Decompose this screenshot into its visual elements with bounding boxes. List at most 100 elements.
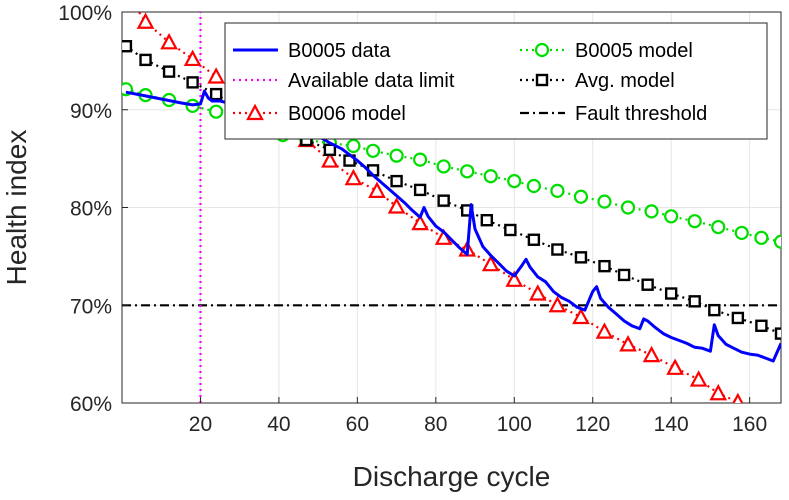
series-line-avg-model xyxy=(125,45,781,335)
data-point-b0006-model xyxy=(321,151,339,168)
data-point-b0006-model xyxy=(481,254,500,272)
legend-label: B0005 data xyxy=(288,40,391,62)
data-point-b0006-model xyxy=(505,270,524,287)
y-tick-label: 90% xyxy=(70,100,112,123)
series-line-b0006-model xyxy=(137,12,739,403)
y-tick-label: 100% xyxy=(58,2,112,25)
data-point-b0006-model xyxy=(136,12,155,29)
legend-marker xyxy=(246,103,264,121)
data-point-b0006-model xyxy=(572,307,590,325)
data-point-avg-model xyxy=(774,327,781,340)
data-point-avg-model xyxy=(122,40,133,53)
legend-entry-b0006-model: B0006 model xyxy=(233,103,406,125)
data-point-b0005-model xyxy=(365,143,381,158)
x-tick-label: 100 xyxy=(497,413,532,436)
legend-label: B0005 model xyxy=(575,40,693,62)
data-point-avg-model xyxy=(731,311,745,325)
data-point-b0005-model xyxy=(436,159,451,174)
data-point-b0006-model xyxy=(709,383,728,401)
x-tick-label: 40 xyxy=(267,413,290,436)
data-point-avg-model xyxy=(323,143,337,157)
legend-label: Avg. model xyxy=(575,70,675,92)
data-point-b0005-model xyxy=(209,104,224,119)
data-point-b0006-model xyxy=(411,213,429,231)
data-point-b0006-model xyxy=(160,32,178,50)
data-point-avg-model xyxy=(598,259,611,273)
data-point-avg-model xyxy=(708,303,721,317)
y-tick-label: 80% xyxy=(70,198,112,221)
data-point-b0005-model xyxy=(711,219,726,235)
data-point-b0005-model xyxy=(526,178,541,194)
data-point-b0005-model xyxy=(597,194,612,209)
data-point-avg-model xyxy=(162,65,176,78)
data-point-b0005-model xyxy=(483,169,498,184)
data-point-b0005-model xyxy=(687,214,702,229)
data-point-b0005-model xyxy=(754,230,769,245)
data-point-b0005-model xyxy=(413,152,428,167)
data-point-avg-model xyxy=(139,53,152,67)
data-point-avg-model xyxy=(437,194,450,207)
data-point-b0006-model xyxy=(642,345,661,363)
y-axis-label: Health index xyxy=(1,130,32,286)
data-point-avg-model xyxy=(390,174,403,188)
legend-box xyxy=(224,22,768,140)
data-point-b0005-model xyxy=(773,234,781,249)
x-tick-label: 140 xyxy=(654,413,689,436)
data-point-b0006-model xyxy=(548,295,567,313)
legend: B0005 data Available data limit B0006 mode… xyxy=(224,22,768,140)
data-point-avg-model xyxy=(551,243,564,256)
data-point-b0006-model xyxy=(207,67,225,84)
data-point-b0006-model xyxy=(368,181,386,198)
legend-label: B0006 model xyxy=(288,103,406,125)
data-point-avg-model xyxy=(527,233,541,246)
data-point-b0005-model xyxy=(389,148,404,163)
x-tick-label: 160 xyxy=(732,413,767,436)
x-tick-label: 80 xyxy=(424,413,447,436)
data-point-avg-model xyxy=(209,87,223,101)
data-point-b0006-model xyxy=(666,358,684,375)
data-point-avg-model xyxy=(755,319,768,332)
legend-entry-b0005-data: B0005 data xyxy=(233,40,391,62)
legend-marker xyxy=(534,42,550,58)
data-point-b0005-model xyxy=(573,189,589,204)
data-point-b0005-model xyxy=(734,225,749,241)
y-tick-label: 60% xyxy=(70,393,112,416)
data-point-b0005-model xyxy=(346,138,361,154)
data-point-b0006-model xyxy=(595,322,614,339)
axis-ticks: 20 40 60 80 100 120 140 160 60% 70% 80% 90% 100% xyxy=(58,2,767,436)
data-point-avg-model xyxy=(186,76,199,89)
data-point-b0006-model xyxy=(689,370,708,387)
data-point-avg-model xyxy=(641,278,654,291)
data-point-avg-model xyxy=(688,295,701,308)
data-point-b0005-model xyxy=(644,204,659,219)
legend-entry-avg-model: Avg. model xyxy=(520,70,675,92)
data-point-b0006-model xyxy=(344,168,363,186)
data-point-b0005-model xyxy=(664,209,679,224)
data-point-avg-model xyxy=(664,287,678,300)
legend-entry-available-data-limit: Available data limit xyxy=(233,70,455,92)
data-point-b0006-model xyxy=(387,197,406,214)
legend-entry-fault-threshold: Fault threshold xyxy=(520,103,707,125)
data-point-b0006-model xyxy=(619,335,637,352)
x-tick-label: 60 xyxy=(346,413,369,436)
data-point-avg-model xyxy=(413,183,427,197)
data-point-avg-model xyxy=(617,268,631,282)
data-point-b0006-model xyxy=(528,284,547,301)
y-tick-label: 70% xyxy=(70,295,112,318)
data-point-avg-model xyxy=(574,251,588,264)
data-point-b0005-model xyxy=(507,174,522,189)
x-tick-label: 20 xyxy=(189,413,212,436)
data-point-b0006-model xyxy=(732,392,744,403)
legend-entry-b0005-model: B0005 model xyxy=(520,40,693,62)
x-tick-label: 120 xyxy=(575,413,610,436)
data-point-b0005-model xyxy=(460,164,475,179)
x-axis-label: Discharge cycle xyxy=(353,461,551,492)
legend-label: Available data limit xyxy=(288,70,455,92)
legend-label: Fault threshold xyxy=(575,103,707,125)
data-point-b0005-model xyxy=(550,183,565,198)
data-point-avg-model xyxy=(504,223,517,237)
data-point-b0005-model xyxy=(620,200,636,215)
data-point-b0006-model xyxy=(183,49,202,67)
legend-marker xyxy=(535,73,549,87)
